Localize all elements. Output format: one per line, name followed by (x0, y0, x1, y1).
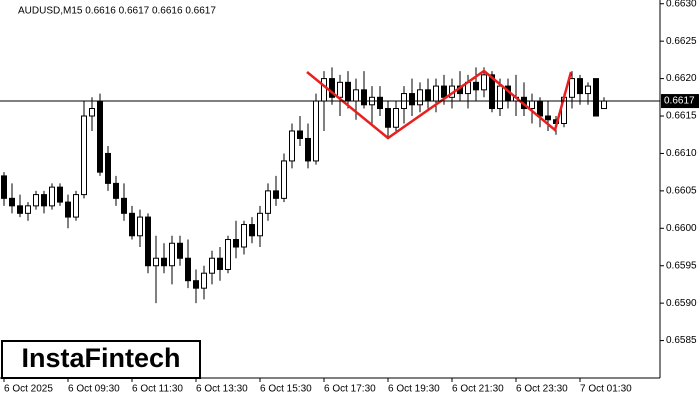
candle-body (233, 239, 239, 248)
candle-body (569, 78, 575, 98)
candle-body (241, 224, 247, 248)
y-tick-label: 0.6605 (666, 186, 697, 197)
candle-body (441, 85, 447, 98)
candle-body (281, 160, 287, 199)
candle-body (105, 152, 111, 184)
candle-body (129, 212, 135, 237)
y-tick-label: 0.6585 (666, 335, 697, 346)
candle-body (305, 137, 311, 162)
candle-body (433, 85, 439, 102)
x-tick-label: 6 Oct 17:30 (324, 384, 376, 395)
logo: InstaFintech (21, 343, 180, 373)
x-tick-label: 7 Oct 01:30 (580, 384, 632, 395)
candle-body (601, 100, 607, 110)
x-tick-label: 6 Oct 13:30 (196, 384, 248, 395)
pattern-line (306, 69, 573, 140)
candle-body (537, 100, 543, 117)
x-tick-label: 6 Oct 2025 (4, 384, 53, 395)
candle-body (65, 201, 71, 218)
candle-body (137, 216, 143, 237)
y-tick-label: 0.6600 (666, 223, 697, 234)
x-tick-label: 6 Oct 15:30 (260, 384, 312, 395)
candle-body (273, 190, 279, 199)
candle-body (481, 74, 487, 91)
candle-body (593, 78, 599, 117)
candle-body (161, 257, 167, 267)
candle-body (329, 78, 335, 98)
candle-body (385, 108, 391, 128)
candle-body (345, 81, 351, 102)
candle-body (153, 257, 159, 267)
candle-body (225, 239, 231, 270)
candle-body (321, 78, 327, 102)
y-tick-label: 0.6625 (666, 36, 697, 47)
candle-body (193, 280, 199, 289)
candle-body (9, 197, 15, 207)
candle-body (145, 216, 151, 267)
candle-body (249, 224, 255, 237)
candle-body (497, 85, 503, 110)
candle-body (545, 115, 551, 121)
candle-body (121, 197, 127, 214)
candle-body (81, 115, 87, 196)
candle-body (97, 100, 103, 173)
candle-body (353, 89, 359, 102)
y-tick-label: 0.6590 (666, 298, 697, 309)
x-tick-label: 6 Oct 09:30 (68, 384, 120, 395)
x-tick-label: 6 Oct 11:30 (132, 384, 183, 395)
candle-body (17, 205, 23, 214)
candle-body (41, 194, 47, 207)
candle-body (185, 257, 191, 282)
candle-body (33, 194, 39, 207)
candle-body (73, 194, 79, 218)
candle-body (473, 81, 479, 91)
candle-body (257, 212, 263, 237)
candle-body (393, 108, 399, 128)
candle-body (177, 242, 183, 259)
candle-body (585, 85, 591, 95)
current-price-label: 0.6617 (664, 96, 695, 107)
candle-body (489, 74, 495, 110)
candle-body (217, 257, 223, 270)
current-price-box (661, 94, 699, 109)
y-tick-label: 0.6615 (666, 111, 697, 122)
x-tick-label: 6 Oct 23:30 (516, 384, 568, 395)
candle-body (289, 130, 295, 162)
candle-body (1, 175, 7, 199)
chart-title: AUDUSD,M15 0.6616 0.6617 0.6616 0.6617 (18, 6, 216, 17)
candle-body (113, 182, 119, 199)
y-tick-label: 0.6610 (666, 148, 697, 159)
y-tick-label: 0.6630 (666, 0, 697, 9)
x-tick-label: 6 Oct 21:30 (452, 384, 504, 395)
candle-body (89, 108, 95, 117)
candle-body (49, 186, 55, 207)
candle-body (57, 186, 63, 203)
candle-body (577, 78, 583, 95)
y-tick-label: 0.6595 (666, 260, 697, 271)
candle-body (361, 89, 367, 106)
candle-body (25, 205, 31, 214)
candle-body (425, 89, 431, 102)
candle-body (265, 190, 271, 214)
candle-body (169, 242, 175, 267)
candle-body (417, 89, 423, 106)
candle-body (337, 81, 343, 98)
logo-box (1, 340, 201, 379)
candle-body (313, 100, 319, 162)
y-tick-label: 0.6620 (666, 73, 697, 84)
x-tick-label: 6 Oct 19:30 (388, 384, 440, 395)
candle-body (297, 130, 303, 139)
candle-body (529, 100, 535, 110)
candle-body (201, 272, 207, 289)
candle-body (209, 257, 215, 274)
candle-body (409, 93, 415, 106)
candle-body (377, 96, 383, 110)
